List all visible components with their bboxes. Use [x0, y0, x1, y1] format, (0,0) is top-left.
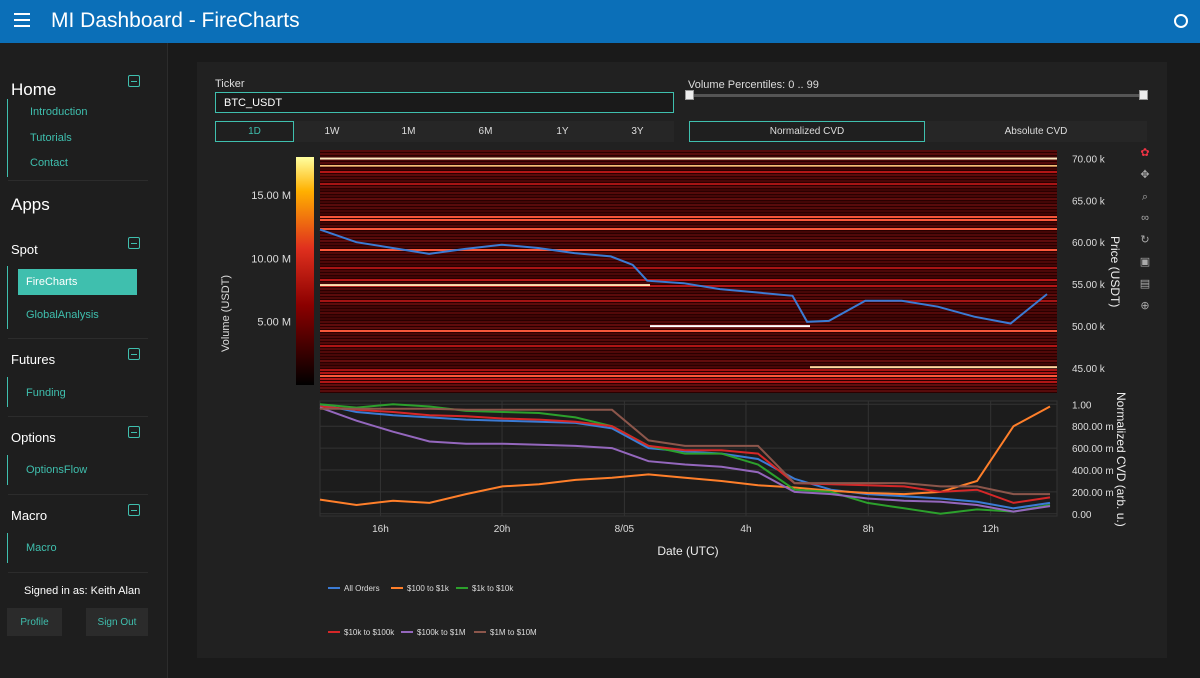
- divider: [8, 416, 148, 417]
- absolute-cvd-button[interactable]: Absolute CVD: [925, 121, 1147, 142]
- divider: [8, 180, 148, 181]
- comment-icon[interactable]: ▤: [1139, 278, 1151, 290]
- top-app-bar: MI Dashboard - FireCharts: [0, 0, 1200, 43]
- collapse-home-icon[interactable]: [128, 75, 140, 87]
- divider: [8, 338, 148, 339]
- status-circle-icon[interactable]: [1174, 14, 1188, 28]
- sidebar: Home Introduction Tutorials Contact Apps…: [0, 43, 168, 678]
- section-title-futures: Futures: [11, 352, 56, 367]
- hamburger-menu-icon[interactable]: [14, 13, 30, 27]
- nav-group-home: [7, 99, 8, 177]
- section-title-home: Home: [11, 80, 57, 99]
- download-icon[interactable]: ▣: [1139, 256, 1151, 268]
- percentile-slider-track[interactable]: [690, 94, 1145, 97]
- sidebar-item-optionsflow[interactable]: OptionsFlow: [26, 464, 88, 476]
- reset-icon[interactable]: ↻: [1140, 234, 1150, 246]
- range-button-6m[interactable]: 6M: [447, 121, 524, 142]
- plotly-logo-icon[interactable]: ✿: [1140, 147, 1150, 159]
- range-button-1y[interactable]: 1Y: [524, 121, 601, 142]
- normalized-cvd-button[interactable]: Normalized CVD: [689, 121, 925, 142]
- collapse-spot-icon[interactable]: [128, 237, 140, 249]
- collapse-futures-icon[interactable]: [128, 348, 140, 360]
- app-title: MI Dashboard - FireCharts: [51, 9, 300, 32]
- range-button-1d[interactable]: 1D: [215, 121, 294, 142]
- section-title-apps: Apps: [11, 195, 50, 214]
- section-title-options: Options: [11, 430, 56, 445]
- sidebar-item-firecharts[interactable]: FireCharts: [18, 269, 137, 295]
- pan-icon[interactable]: ✥: [1140, 169, 1150, 181]
- sidebar-item-contact[interactable]: Contact: [30, 157, 68, 169]
- sidebar-item-tutorials[interactable]: Tutorials: [30, 132, 72, 144]
- section-title-macro: Macro: [11, 508, 48, 523]
- sidebar-item-funding[interactable]: Funding: [26, 387, 66, 399]
- profile-button[interactable]: Profile: [7, 608, 62, 636]
- range-button-1m[interactable]: 1M: [370, 121, 447, 142]
- sidebar-item-introduction[interactable]: Introduction: [30, 106, 88, 118]
- divider: [8, 494, 148, 495]
- sidebar-item-macro[interactable]: Macro: [26, 542, 57, 554]
- percentile-slider-min-handle[interactable]: [685, 90, 694, 100]
- zoom-icon[interactable]: ⌕: [1141, 191, 1149, 203]
- sidebar-item-globalanalysis[interactable]: GlobalAnalysis: [26, 309, 99, 321]
- percentile-slider-max-handle[interactable]: [1139, 90, 1148, 100]
- ticker-input[interactable]: [215, 92, 674, 113]
- ticker-label: Ticker: [215, 78, 245, 90]
- sign-out-button[interactable]: Sign Out: [86, 608, 148, 636]
- lasso-icon[interactable]: ∞: [1141, 212, 1149, 224]
- signed-in-text: Signed in as: Keith Alan: [24, 585, 141, 597]
- range-button-3y[interactable]: 3Y: [601, 121, 674, 142]
- range-button-1w[interactable]: 1W: [294, 121, 370, 142]
- nav-group-futures: [7, 377, 8, 407]
- collapse-options-icon[interactable]: [128, 426, 140, 438]
- crosshair-icon[interactable]: ⊕: [1140, 300, 1150, 312]
- nav-group-macro: [7, 533, 8, 563]
- collapse-macro-icon[interactable]: [128, 504, 140, 516]
- main-panel: Ticker 1D 1W 1M 6M 1Y 3Y Volume Percenti…: [197, 62, 1167, 658]
- nav-group-options: [7, 455, 8, 485]
- section-title-spot: Spot: [11, 242, 38, 257]
- percentile-label: Volume Percentiles: 0 .. 99: [688, 79, 819, 91]
- divider: [8, 572, 148, 573]
- nav-group-spot: [7, 266, 8, 329]
